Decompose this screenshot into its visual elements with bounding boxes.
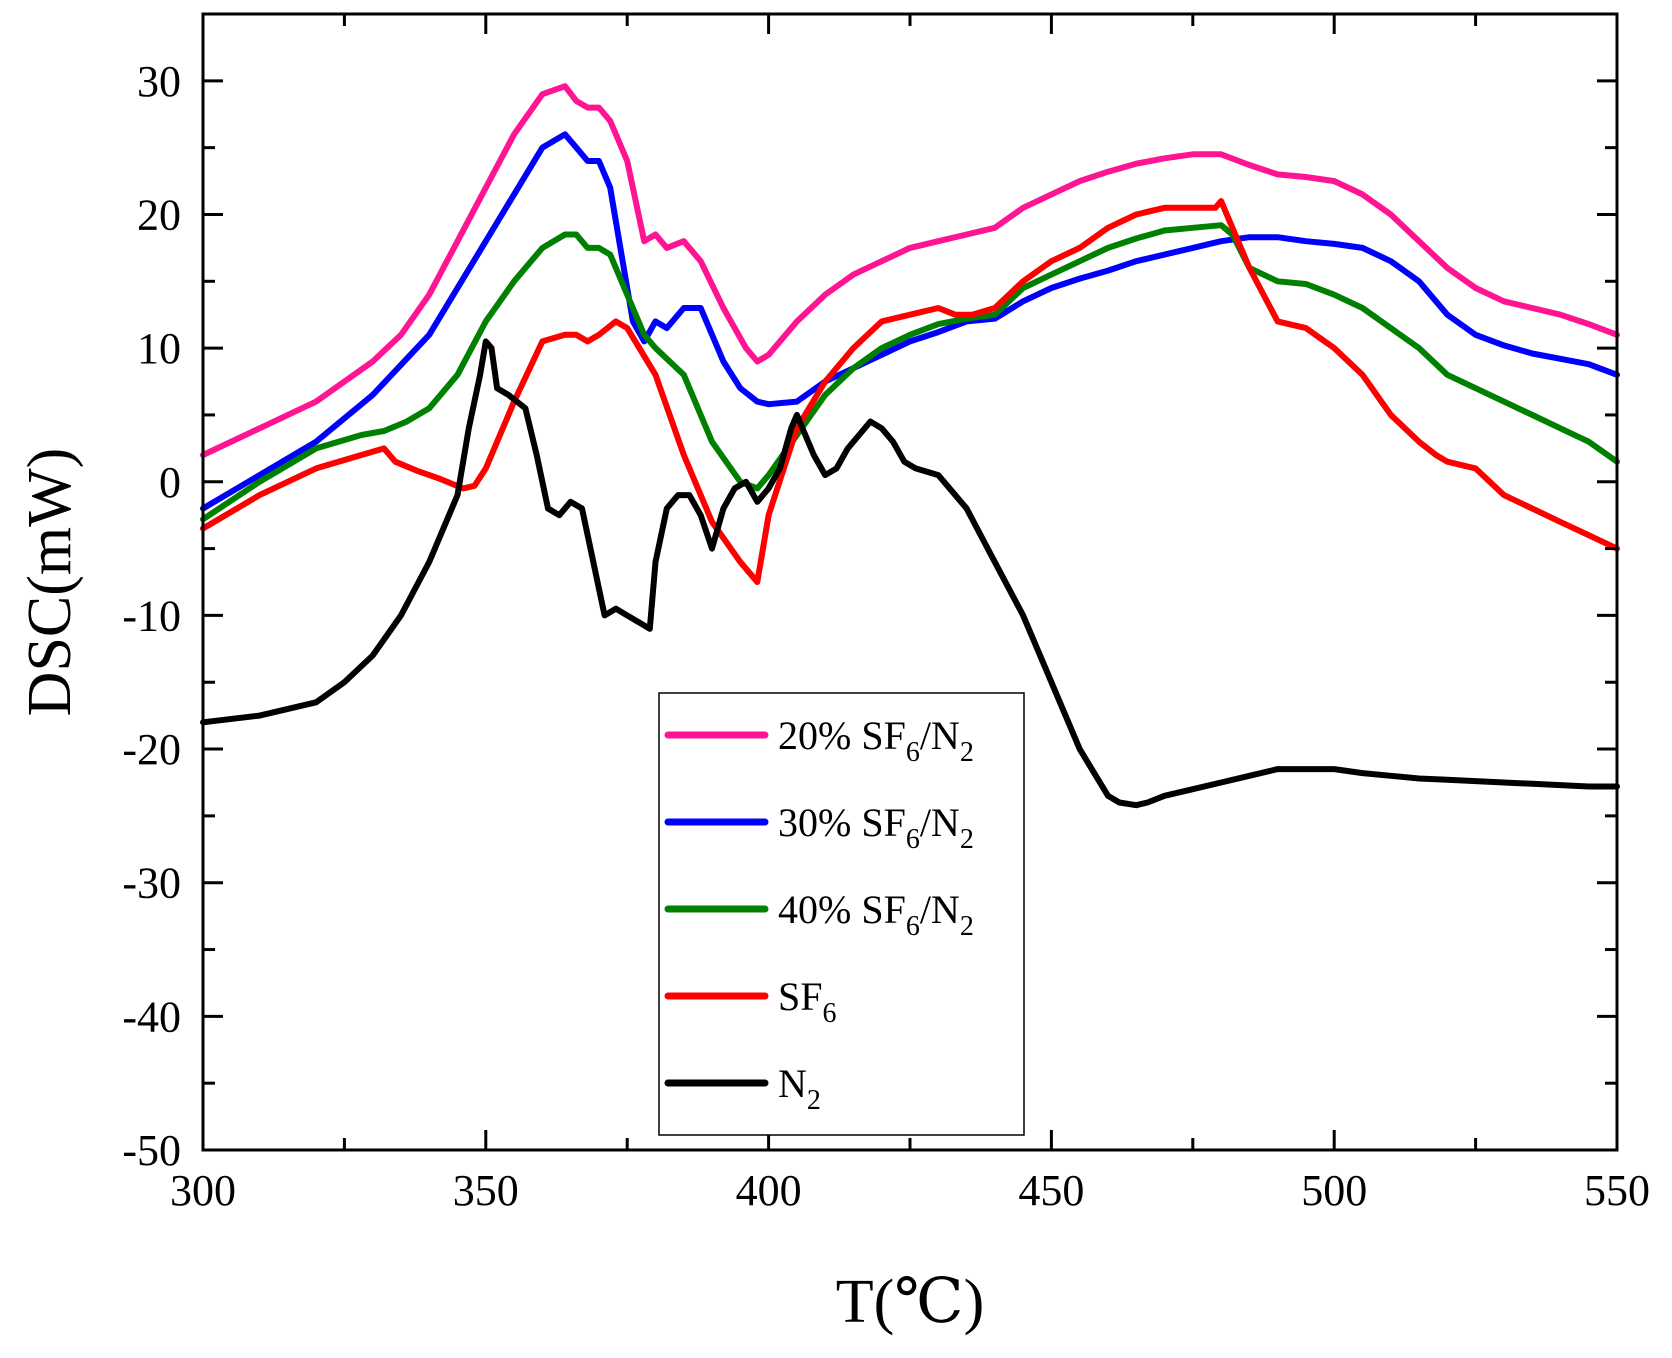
y-tick-label: -30 [122, 859, 181, 908]
y-tick-label: 10 [137, 324, 181, 373]
series-line-4 [200, 338, 1620, 809]
legend-label-3: SF6 [778, 974, 837, 1029]
x-tick-label: 550 [1584, 1166, 1650, 1215]
series-line-2 [200, 222, 1620, 523]
x-tick-label: 500 [1301, 1166, 1367, 1215]
y-tick-label: 30 [137, 57, 181, 106]
series-line-3 [200, 198, 1620, 585]
x-tick-label: 400 [736, 1166, 802, 1215]
y-tick-label: -10 [122, 591, 181, 640]
x-tick-label: 350 [453, 1166, 519, 1215]
y-tick-label: 20 [137, 190, 181, 239]
legend-label-2: 40% SF6/N2 [778, 887, 974, 942]
x-axis-title: T(℃) [836, 1268, 985, 1336]
legend-label-1: 30% SF6/N2 [778, 800, 974, 855]
series-layer [200, 83, 1620, 809]
y-tick-label: 0 [159, 458, 181, 507]
tick-labels-layer: 300 350 400 450 500 550 -50 -40 -30 -20 -10 0 10 20 30 [122, 57, 1650, 1215]
y-tick-label: -40 [122, 992, 181, 1041]
legend-label-0: 20% SF6/N2 [778, 713, 974, 768]
legend-items: 20% SF6/N2 30% SF6/N2 40% SF6/N2 SF6 N2 [664, 713, 974, 1116]
x-tick-label: 450 [1018, 1166, 1084, 1215]
ticks-layer [201, 12, 1619, 1152]
series-line-0 [200, 83, 1620, 458]
y-axis-title: DSC(mW) [16, 448, 84, 717]
series-line-1 [200, 131, 1620, 512]
legend: 20% SF6/N2 30% SF6/N2 40% SF6/N2 SF6 N2 [658, 692, 1025, 1136]
legend-box [658, 692, 1025, 1136]
legend-label-4: N2 [778, 1061, 821, 1116]
y-tick-label: -20 [122, 725, 181, 774]
x-tick-label: 300 [170, 1166, 236, 1215]
y-tick-label: -50 [122, 1126, 181, 1175]
